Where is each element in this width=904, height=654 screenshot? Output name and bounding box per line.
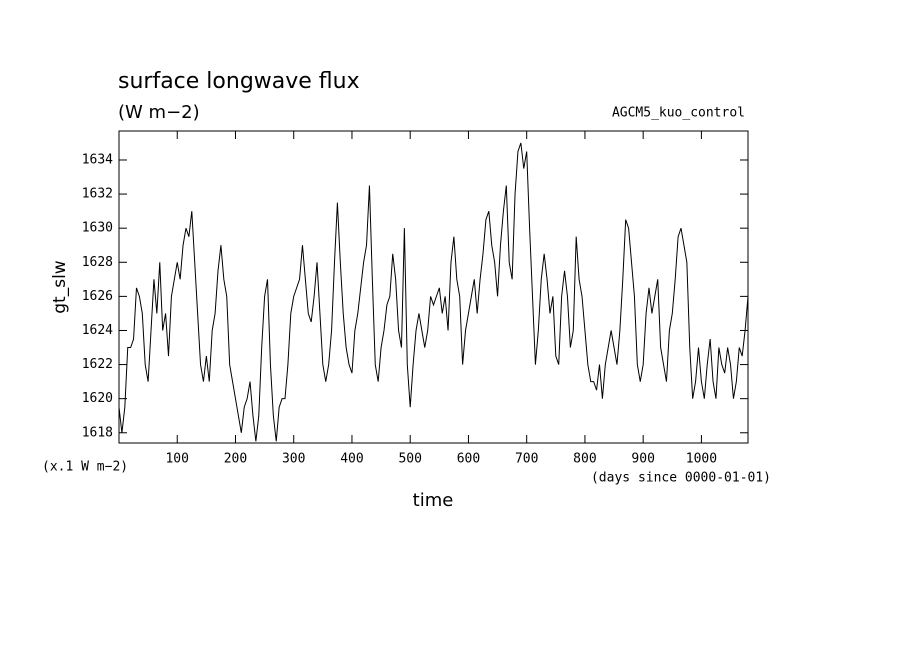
- x-tick-label: 700: [515, 452, 538, 467]
- y-tick-label: 1628: [82, 255, 113, 270]
- y-tick-label: 1624: [82, 323, 113, 338]
- x-tick-label: 300: [282, 452, 305, 467]
- x-tick-label: 500: [398, 452, 421, 467]
- x-tick-label: 200: [224, 452, 247, 467]
- y-tick-label: 1620: [82, 391, 113, 406]
- y-tick-label: 1622: [82, 357, 113, 372]
- y-tick-label: 1630: [82, 221, 113, 236]
- y-unit-note: (x.1 W m−2): [42, 460, 128, 475]
- x-unit-note: (days since 0000-01-01): [591, 471, 771, 486]
- annotation: AGCM5_kuo_control: [612, 106, 745, 121]
- y-tick-label: 1626: [82, 289, 113, 304]
- y-axis-label: gt_slw: [50, 260, 70, 314]
- chart-subtitle: (W m−2): [118, 102, 200, 123]
- x-tick-label: 900: [631, 452, 654, 467]
- x-tick-label: 100: [165, 452, 188, 467]
- y-tick-label: 1618: [82, 425, 113, 440]
- plot-frame: [118, 130, 749, 444]
- x-axis-label: time: [413, 490, 454, 511]
- x-tick-label: 800: [573, 452, 596, 467]
- y-tick-label: 1632: [82, 187, 113, 202]
- x-tick-label: 1000: [686, 452, 717, 467]
- x-tick-label: 400: [340, 452, 363, 467]
- x-tick-label: 600: [457, 452, 480, 467]
- y-tick-label: 1634: [82, 152, 113, 167]
- data-line: [118, 142, 749, 442]
- chart-title: surface longwave flux: [118, 69, 360, 94]
